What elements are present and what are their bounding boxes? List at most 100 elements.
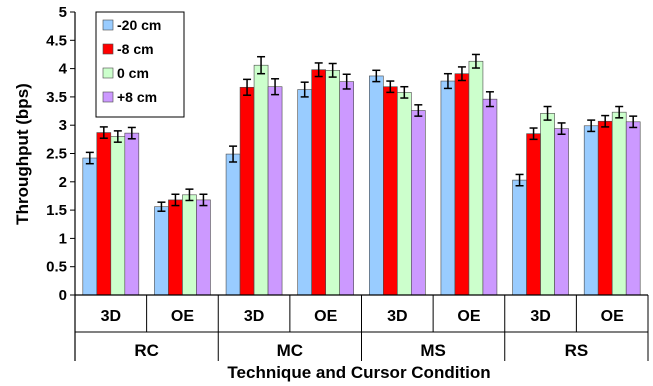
error-bar [457, 66, 466, 82]
error-bar [386, 80, 395, 94]
y-tick-label: 1.5 [46, 202, 67, 219]
error-bar [587, 119, 596, 133]
condition-label: 3D [244, 308, 264, 325]
error-bar [185, 188, 194, 202]
error-bar [99, 126, 108, 139]
bar [482, 98, 498, 296]
bar [540, 113, 555, 296]
y-tick-label: 4.5 [46, 32, 67, 49]
bar [625, 121, 641, 296]
error-bar [471, 53, 480, 69]
error-bar [199, 193, 208, 207]
technique-label: RS [565, 341, 589, 360]
bar [110, 136, 126, 296]
error-bar [615, 105, 624, 119]
bar [526, 133, 541, 296]
bar [196, 199, 211, 296]
bar [468, 60, 484, 296]
legend-label: 0 cm [117, 65, 149, 81]
error-bar [328, 62, 337, 78]
error-bar [485, 91, 494, 108]
legend-swatch [102, 43, 114, 55]
bar [154, 206, 169, 296]
bar [383, 86, 398, 296]
condition-label: 3D [101, 308, 121, 325]
y-tick-label: 0.5 [46, 259, 67, 276]
bar [267, 86, 283, 296]
error-bar [400, 85, 409, 99]
error-bar [171, 193, 180, 207]
condition-label: 3D [530, 308, 550, 325]
technique-label: RC [134, 341, 159, 360]
error-bar [529, 127, 538, 141]
error-bar [414, 104, 423, 117]
y-axis-ticks: 0 0.5 1 1.5 2 2.5 3 3.5 4 4.5 5 [46, 4, 75, 304]
bar [325, 69, 340, 296]
bar [440, 80, 456, 296]
bar [339, 81, 354, 296]
bar [82, 157, 98, 296]
x-axis-title: Technique and Cursor Condition [227, 363, 490, 382]
condition-label: 3D [387, 308, 407, 325]
axes [74, 12, 649, 361]
y-tick-label: 1 [59, 230, 67, 247]
technique-label: MC [277, 341, 303, 360]
error-bar [601, 114, 610, 128]
error-bar [85, 151, 94, 165]
bars [82, 53, 641, 296]
y-axis-title: Throughput (bps) [13, 83, 32, 225]
y-tick-label: 2 [59, 174, 67, 191]
legend-swatch [102, 91, 114, 103]
error-bar [113, 130, 122, 143]
bar [411, 110, 426, 296]
bar [554, 128, 569, 296]
x-axis-categories: 3D OE 3D OE 3D OE 3D OE RC MC MS RS [101, 308, 624, 360]
legend-swatch [102, 67, 114, 79]
error-bar [443, 72, 452, 90]
bar [583, 125, 599, 296]
y-tick-label: 5 [59, 4, 67, 21]
bar [611, 111, 627, 296]
error-bar [314, 62, 323, 78]
technique-label: MS [420, 341, 446, 360]
error-bar [372, 69, 381, 83]
y-tick-label: 2.5 [46, 146, 67, 163]
error-bar [543, 105, 552, 121]
error-bar [515, 173, 524, 187]
condition-label: OE [314, 308, 337, 325]
error-bar [300, 81, 309, 98]
error-bar [229, 145, 238, 163]
legend-label: -20 cm [117, 17, 161, 33]
bar [96, 132, 112, 296]
bar [597, 120, 613, 296]
legend-label: -8 cm [117, 41, 154, 57]
error-bar [271, 78, 280, 96]
y-tick-label: 3 [59, 117, 67, 134]
bar [168, 199, 183, 296]
bar [124, 132, 140, 296]
error-bar [243, 78, 252, 96]
error-bar [557, 122, 566, 136]
condition-label: OE [171, 308, 194, 325]
error-bar [257, 55, 266, 75]
bar [182, 194, 197, 296]
error-bar [629, 115, 638, 129]
bar [239, 86, 255, 296]
bar [454, 73, 470, 296]
bar [253, 64, 269, 296]
y-tick-label: 4 [59, 61, 68, 78]
bar [225, 153, 241, 296]
error-bar [342, 73, 351, 90]
error-bar [157, 201, 166, 212]
bar [311, 69, 326, 296]
bar [369, 75, 384, 296]
legend-label: +8 cm [117, 89, 157, 105]
y-tick-label: 3.5 [46, 89, 67, 106]
legend: -20 cm -8 cm 0 cm +8 cm [95, 11, 185, 118]
condition-label: OE [601, 308, 624, 325]
y-tick-label: 0 [59, 287, 67, 304]
bar [397, 92, 412, 296]
legend-swatch [102, 19, 114, 31]
bar [297, 89, 312, 296]
